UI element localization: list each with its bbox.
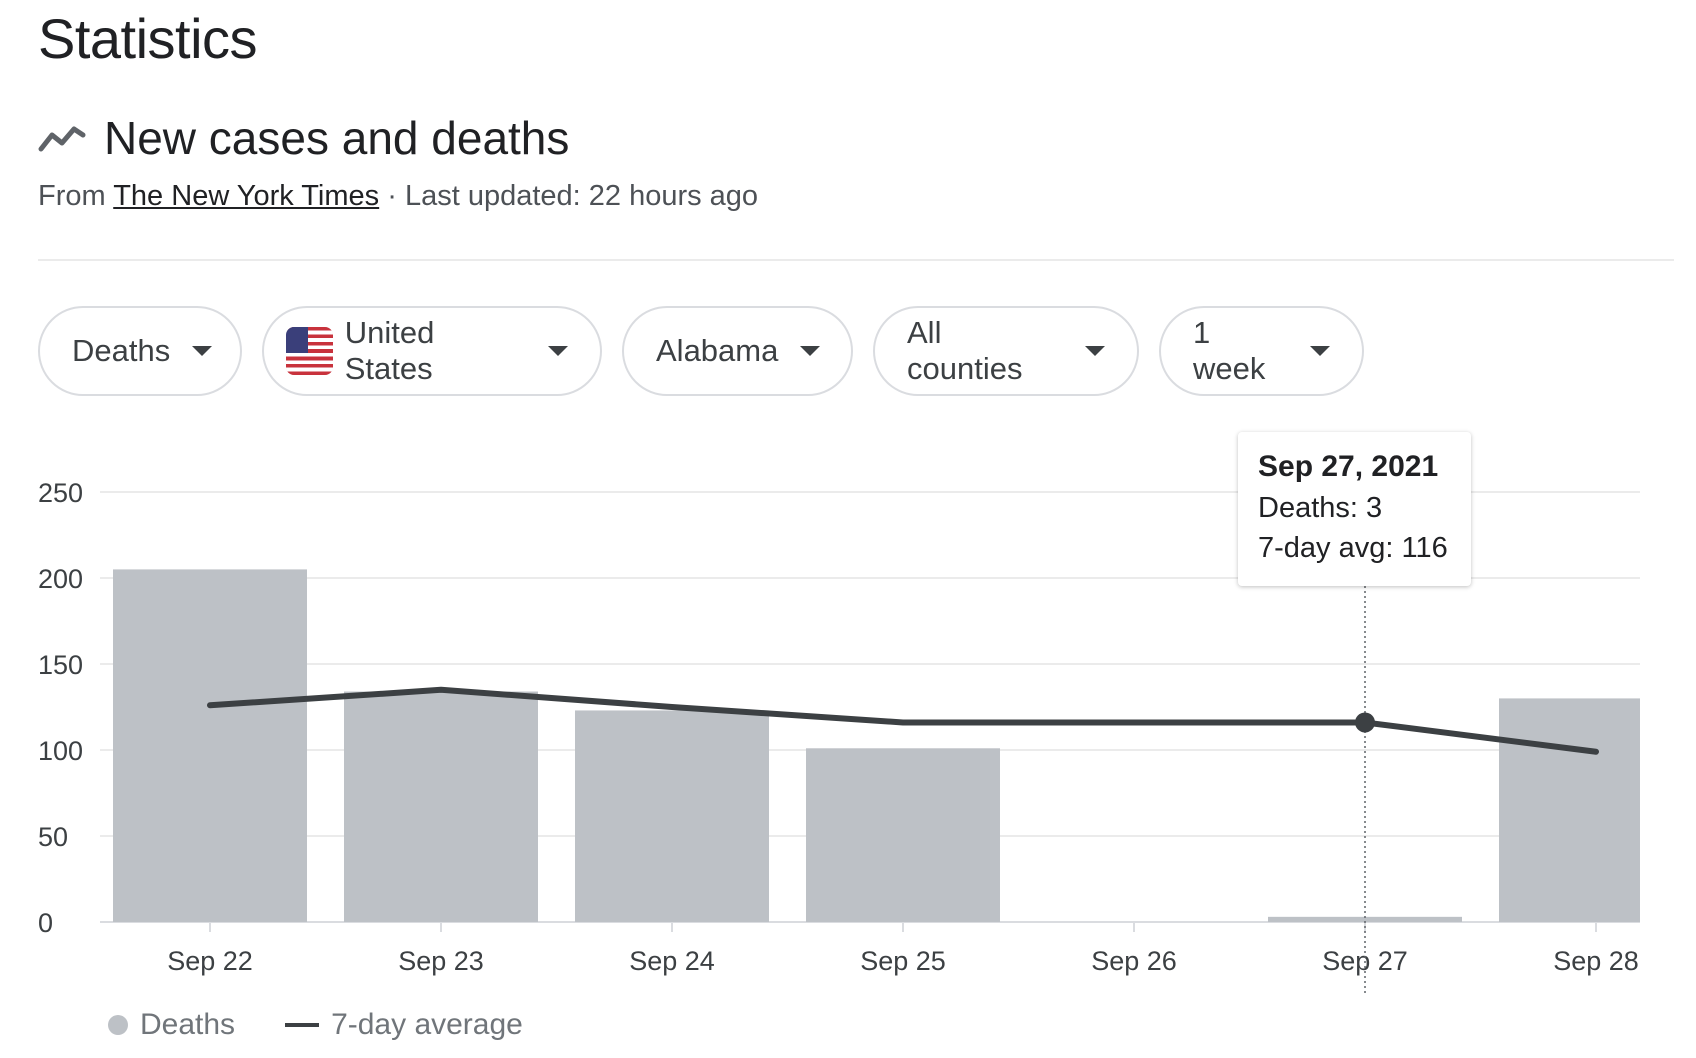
legend-deaths-swatch: [108, 1015, 128, 1035]
county-dropdown[interactable]: All counties: [873, 306, 1139, 396]
caret-down-icon: [548, 346, 568, 356]
x-tick-label: Sep 22: [167, 946, 253, 976]
section-header: New cases and deaths: [38, 108, 569, 168]
legend-average-label: 7-day average: [331, 1008, 523, 1041]
y-tick-label: 250: [38, 478, 83, 508]
legend-average-swatch: [285, 1023, 320, 1027]
caret-down-icon: [800, 346, 821, 356]
range-dropdown-label: 1 week: [1193, 315, 1266, 386]
region-dropdown-label: Alabama: [656, 333, 779, 368]
bar: [113, 569, 307, 922]
caret-down-icon: [1310, 346, 1330, 356]
x-tick-label: Sep 24: [629, 946, 715, 976]
last-updated: · Last updated: 22 hours ago: [387, 180, 759, 212]
metric-dropdown[interactable]: Deaths: [38, 306, 242, 396]
bar: [344, 691, 538, 922]
x-tick-label: Sep 28: [1553, 946, 1639, 976]
country-dropdown[interactable]: United States: [262, 306, 602, 396]
source-prefix: From: [38, 180, 106, 212]
highlight-point: [1355, 712, 1375, 733]
source-line: From The New York Times · Last updated: …: [38, 180, 758, 213]
y-tick-label: 50: [38, 822, 68, 852]
tooltip-average: 7-day avg: 116: [1258, 532, 1448, 564]
trending-line-icon: [38, 126, 86, 152]
divider: [38, 259, 1674, 261]
metric-dropdown-label: Deaths: [72, 333, 171, 368]
caret-down-icon: [192, 346, 213, 356]
y-tick-label: 200: [38, 564, 83, 594]
y-tick-label: 100: [38, 736, 83, 766]
x-tick-label: Sep 23: [398, 946, 484, 976]
source-link[interactable]: The New York Times: [113, 180, 380, 212]
bar: [1499, 698, 1640, 922]
bar: [575, 710, 769, 922]
range-dropdown[interactable]: 1 week: [1159, 306, 1364, 396]
county-dropdown-label: All counties: [907, 315, 1023, 386]
y-tick-label: 0: [38, 908, 53, 938]
y-tick-label: 150: [38, 650, 83, 680]
deaths-chart: 0 50 100 150 200 250 Sep 22 Sep 23 Sep 24 Sep 25 S…: [38, 478, 1640, 995]
filter-bar: Deaths United States Alabama All countie…: [38, 306, 1364, 396]
chart-tooltip: Sep 27, 2021 Deaths: 3 7-day avg: 116: [1238, 432, 1471, 586]
chart-legend: Deaths 7-day average: [108, 1008, 523, 1042]
bar: [1268, 916, 1462, 922]
page-title: Statistics: [38, 7, 258, 70]
x-tick-label: Sep 25: [860, 946, 946, 976]
legend-deaths-label: Deaths: [140, 1008, 236, 1041]
tooltip-deaths: Deaths: 3: [1258, 492, 1383, 524]
us-flag-icon: [286, 327, 333, 375]
country-dropdown-label: United States: [344, 315, 435, 386]
section-title: New cases and deaths: [104, 112, 570, 164]
x-tick-label: Sep 26: [1091, 946, 1177, 976]
region-dropdown[interactable]: Alabama: [622, 306, 853, 396]
bar: [806, 748, 1000, 922]
caret-down-icon: [1085, 346, 1105, 356]
tooltip-date: Sep 27, 2021: [1258, 450, 1439, 483]
chart-area[interactable]: 0 50 100 150 200 250 Sep 22 Sep 23 Sep 24 Sep 25 S…: [0, 420, 1696, 1020]
